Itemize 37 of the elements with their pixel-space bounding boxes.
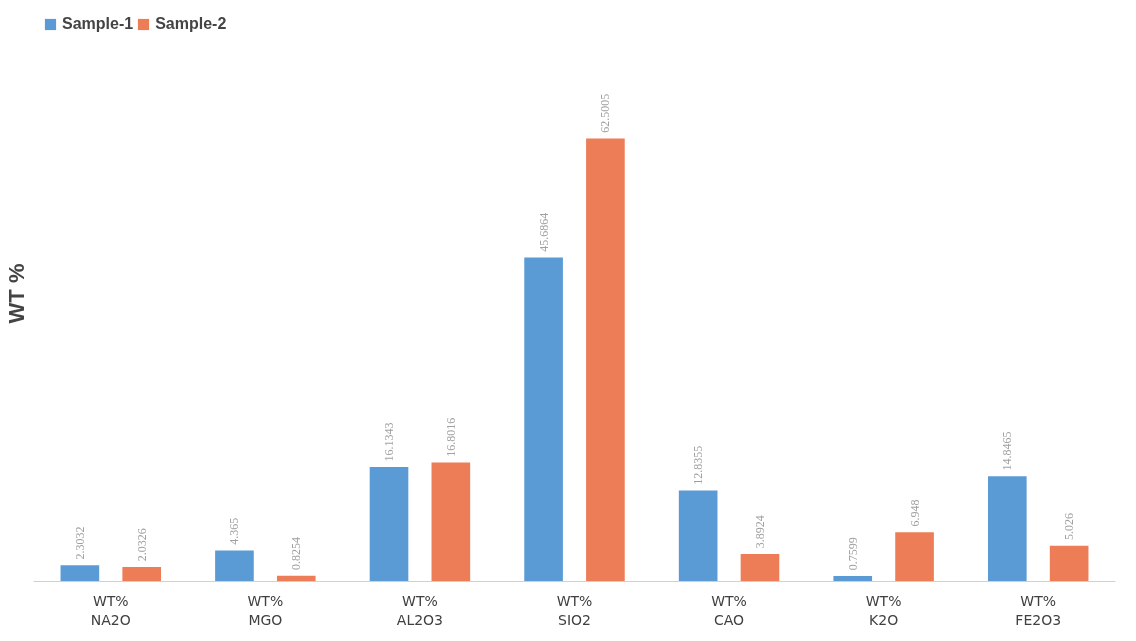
data-label: 0.7599 [845, 537, 860, 571]
bar [987, 476, 1027, 582]
data-label: 2.3032 [72, 526, 87, 560]
data-label: 16.8016 [443, 417, 458, 457]
legend-label: Sample-1 [62, 15, 134, 33]
data-label: 16.1343 [382, 422, 397, 462]
data-label: 45.6864 [536, 212, 551, 252]
data-label: 4.365 [227, 517, 242, 545]
legend-label: Sample-2 [155, 15, 227, 33]
x-tick-label: WT% SIO2 [556, 592, 593, 628]
x-tick-label: WT% K2O [865, 592, 902, 628]
bar [895, 532, 934, 582]
x-tick-label: WT% MGO [247, 592, 284, 628]
bar [586, 138, 625, 582]
data-label: 5.026 [1062, 513, 1077, 541]
x-tick-label: WT% AL2O3 [396, 592, 444, 628]
bar [369, 467, 409, 582]
y-axis-title: WT % [3, 263, 29, 324]
bar [431, 462, 471, 582]
bar [833, 576, 873, 582]
data-label: 62.5005 [598, 93, 613, 133]
bar [740, 553, 780, 582]
data-label: 12.8355 [691, 445, 706, 485]
x-tick-label: WT% FE2O3 [1015, 592, 1062, 628]
bar [678, 490, 718, 582]
bar [60, 565, 100, 582]
bar [122, 567, 162, 582]
data-label: 3.8924 [752, 515, 767, 549]
bar [1049, 545, 1089, 582]
data-label: 2.0326 [134, 528, 149, 562]
bar [524, 257, 563, 582]
bar [215, 550, 254, 582]
x-tick-label: WT% CAO [711, 592, 747, 628]
x-tick-label: WT% NA2O [90, 592, 131, 628]
data-label: 6.948 [907, 499, 922, 527]
data-label: 0.8254 [289, 536, 304, 570]
data-label: 14.8465 [1000, 431, 1015, 471]
